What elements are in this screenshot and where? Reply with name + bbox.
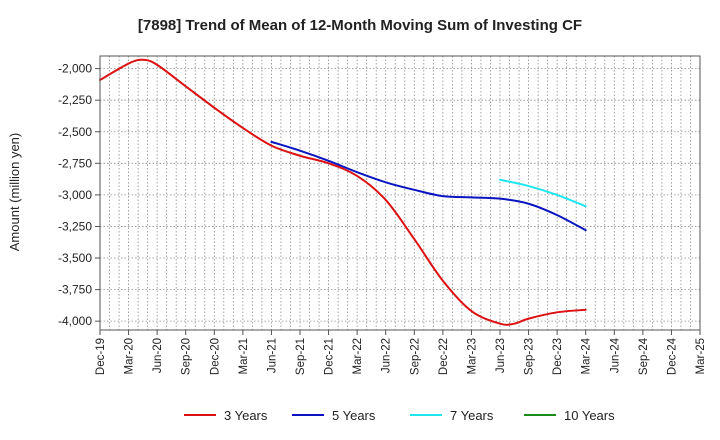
- x-tick-label: Dec-22: [438, 338, 450, 375]
- y-tick-label: -3,000: [58, 188, 92, 202]
- series-line-3-years: [99, 58, 587, 326]
- legend-item-7-years: 7 Years: [410, 408, 494, 423]
- x-ticks: Dec-19 Mar-20 Jun-20 Sep-20 Dec-20 Mar-21 Jun-…: [95, 330, 707, 375]
- plot-lines: [99, 58, 587, 326]
- series-line-5-years: [270, 140, 587, 232]
- y-tick-label: -4,000: [58, 314, 92, 328]
- legend-label: 7 Years: [450, 408, 494, 423]
- y-tick-label: -3,250: [58, 219, 92, 233]
- x-tick-label: Dec-21: [324, 338, 336, 375]
- y-axis-label: Amount (million yen): [7, 133, 22, 252]
- x-tick-label: Sep-23: [524, 338, 536, 375]
- x-tick-label: Mar-21: [238, 338, 250, 374]
- legend-label: 10 Years: [564, 408, 615, 423]
- x-tick-label: Dec-24: [666, 337, 678, 375]
- x-tick-label: Jun-20: [152, 338, 164, 373]
- x-tick-label: Dec-23: [552, 338, 564, 375]
- x-tick-label: Mar-25: [695, 338, 707, 374]
- y-tick-label: -2,500: [58, 125, 92, 139]
- x-tick-label: Mar-23: [466, 338, 478, 374]
- x-tick-label: Dec-20: [209, 338, 221, 375]
- y-tick-label: -2,250: [58, 93, 92, 107]
- legend-label: 3 Years: [224, 408, 268, 423]
- series-line-7-years: [499, 178, 587, 208]
- x-tick-label: Dec-19: [95, 338, 107, 375]
- plot-frame: [99, 55, 701, 331]
- grid: [100, 56, 700, 330]
- y-tick-label: -3,750: [58, 283, 92, 297]
- x-tick-label: Jun-22: [381, 338, 393, 373]
- legend-item-5-years: 5 Years: [292, 408, 376, 423]
- chart-title: [7898] Trend of Mean of 12-Month Moving …: [138, 17, 582, 34]
- y-ticks: -2,000 -2,250 -2,500 -2,750 -3,000 -3,250 -3,5…: [58, 62, 100, 328]
- x-tick-label: Mar-20: [124, 338, 136, 374]
- x-tick-label: Jun-23: [495, 338, 507, 373]
- x-tick-label: Sep-21: [295, 338, 307, 375]
- x-tick-label: Sep-24: [638, 337, 650, 375]
- legend-item-10-years: 10 Years: [524, 408, 615, 423]
- x-tick-label: Sep-20: [181, 338, 193, 375]
- x-tick-label: Mar-24: [581, 337, 593, 374]
- legend-item-3-years: 3 Years: [184, 408, 268, 423]
- x-tick-label: Sep-22: [409, 338, 421, 375]
- y-tick-label: -2,750: [58, 156, 92, 170]
- y-tick-label: -3,500: [58, 251, 92, 265]
- x-tick-label: Jun-21: [266, 338, 278, 373]
- legend: 3 Years 5 Years 7 Years 10 Years: [184, 408, 615, 423]
- y-tick-label: -2,000: [58, 62, 92, 76]
- legend-label: 5 Years: [332, 408, 376, 423]
- x-tick-label: Jun-24: [609, 337, 621, 373]
- x-tick-label: Mar-22: [352, 338, 364, 374]
